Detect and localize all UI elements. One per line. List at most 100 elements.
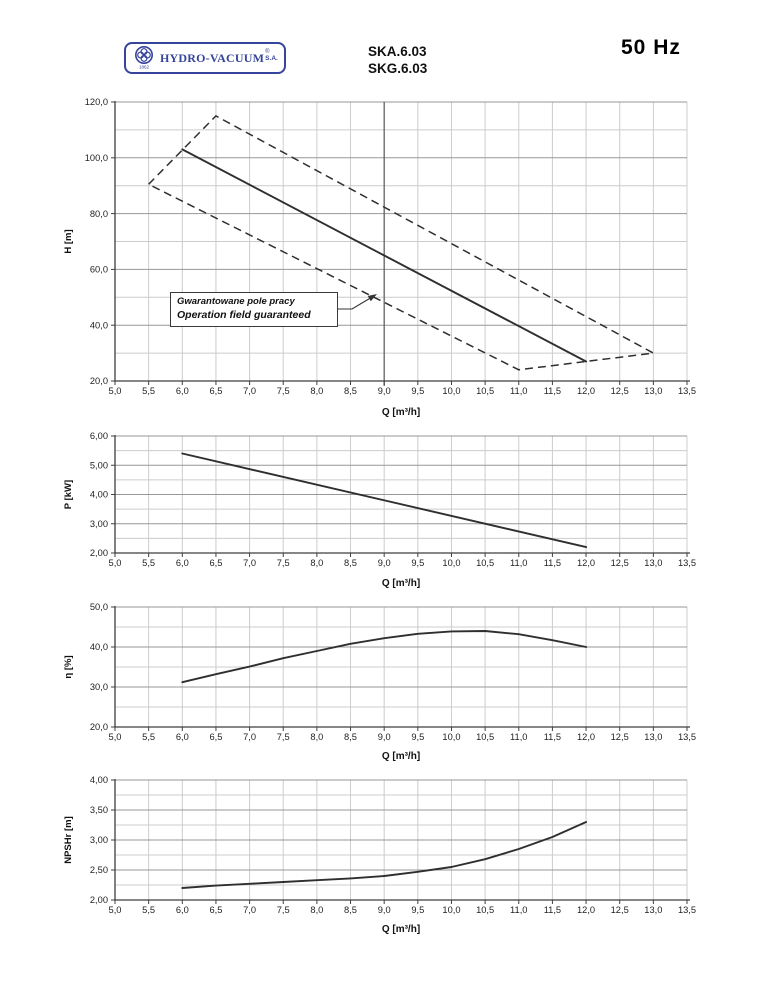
svg-text:10,5: 10,5: [476, 558, 494, 568]
svg-text:η [%]: η [%]: [63, 655, 74, 678]
efficiency-flow-chart: 5,0 5,5 6,0 6,5 7,0 7,5 8,0 8,5 9,0 9,5 10,0 10,5 11…: [63, 602, 696, 762]
svg-text:12,0: 12,0: [577, 558, 595, 568]
model-skg: SKG.6.03: [368, 61, 428, 76]
svg-text:7,5: 7,5: [277, 558, 290, 568]
svg-text:9,0: 9,0: [378, 558, 391, 568]
logo-suffix: S.A.: [265, 54, 278, 62]
svg-text:12,5: 12,5: [611, 905, 629, 915]
hydro-vacuum-logo: 1862 HYDRO-VACUUM ® S.A.: [124, 42, 286, 74]
svg-text:4,00: 4,00: [90, 775, 108, 785]
svg-text:10,0: 10,0: [442, 386, 460, 396]
svg-text:8,5: 8,5: [344, 386, 357, 396]
frequency-label: 50 Hz: [621, 36, 681, 59]
svg-text:10,5: 10,5: [476, 732, 494, 742]
annotation-text-pl: Gwarantowane pole pracy: [177, 296, 295, 307]
logo-year: 1862: [139, 65, 150, 70]
svg-text:12,0: 12,0: [577, 732, 595, 742]
hydro-vacuum-emblem-icon: 1862: [135, 46, 153, 70]
svg-text:5,5: 5,5: [142, 732, 155, 742]
svg-text:12,5: 12,5: [611, 732, 629, 742]
svg-text:13,5: 13,5: [678, 905, 696, 915]
svg-text:9,5: 9,5: [411, 558, 424, 568]
svg-text:13,5: 13,5: [678, 732, 696, 742]
svg-text:2,00: 2,00: [90, 895, 108, 905]
svg-text:2,50: 2,50: [90, 865, 108, 875]
svg-text:6,5: 6,5: [209, 386, 222, 396]
svg-text:8,5: 8,5: [344, 558, 357, 568]
svg-text:13,0: 13,0: [644, 558, 662, 568]
svg-text:11,5: 11,5: [544, 558, 561, 568]
svg-text:9,5: 9,5: [411, 732, 424, 742]
svg-text:9,0: 9,0: [378, 732, 391, 742]
svg-text:10,0: 10,0: [442, 905, 460, 915]
svg-text:11,5: 11,5: [544, 905, 561, 915]
svg-text:P [kW]: P [kW]: [63, 480, 74, 509]
svg-text:10,5: 10,5: [476, 386, 494, 396]
svg-text:9,0: 9,0: [378, 905, 391, 915]
svg-text:6,5: 6,5: [209, 732, 222, 742]
svg-text:6,00: 6,00: [90, 431, 108, 441]
svg-text:80,0: 80,0: [90, 209, 108, 219]
registered-mark-icon: ®: [265, 48, 270, 55]
svg-text:12,0: 12,0: [577, 905, 595, 915]
svg-text:9,5: 9,5: [411, 905, 424, 915]
operation-field-annotation: Gwarantowane pole pracy Operation field …: [170, 292, 338, 327]
svg-text:20,0: 20,0: [90, 376, 108, 386]
logo-marks: ® S.A.: [265, 49, 278, 62]
svg-text:9,0: 9,0: [378, 386, 391, 396]
svg-text:8,0: 8,0: [310, 386, 323, 396]
svg-text:12,0: 12,0: [577, 386, 595, 396]
svg-text:13,5: 13,5: [678, 558, 696, 568]
svg-text:7,0: 7,0: [243, 558, 256, 568]
svg-text:NPSHr [m]: NPSHr [m]: [63, 816, 74, 864]
svg-text:10,5: 10,5: [476, 905, 494, 915]
svg-text:13,0: 13,0: [644, 905, 662, 915]
svg-text:11,5: 11,5: [544, 732, 561, 742]
svg-text:7,5: 7,5: [277, 386, 290, 396]
svg-text:13,0: 13,0: [644, 386, 662, 396]
svg-text:40,0: 40,0: [90, 642, 108, 652]
svg-text:6,5: 6,5: [209, 905, 222, 915]
svg-text:10,0: 10,0: [442, 558, 460, 568]
svg-text:5,5: 5,5: [142, 386, 155, 396]
svg-text:7,0: 7,0: [243, 905, 256, 915]
svg-text:8,0: 8,0: [310, 558, 323, 568]
svg-text:13,5: 13,5: [678, 386, 696, 396]
svg-text:3,50: 3,50: [90, 805, 108, 815]
svg-text:11,0: 11,0: [510, 732, 527, 742]
logo-name: HYDRO-VACUUM: [160, 50, 265, 65]
svg-text:3,00: 3,00: [90, 519, 108, 529]
svg-text:7,0: 7,0: [243, 732, 256, 742]
svg-text:5,5: 5,5: [142, 905, 155, 915]
svg-text:5,5: 5,5: [142, 558, 155, 568]
svg-text:5,00: 5,00: [90, 460, 108, 470]
svg-text:120,0: 120,0: [85, 97, 108, 107]
svg-text:7,5: 7,5: [277, 732, 290, 742]
svg-text:6,5: 6,5: [209, 558, 222, 568]
svg-text:11,0: 11,0: [510, 558, 527, 568]
svg-text:11,0: 11,0: [510, 905, 527, 915]
svg-text:3,00: 3,00: [90, 835, 108, 845]
svg-text:7,5: 7,5: [277, 905, 290, 915]
head-flow-chart: 5,0 5,5 6,0 6,5 7,0 7,5 8,0 8,5 9,0 9,5 10,0 10,5 11…: [63, 97, 696, 418]
svg-text:40,0: 40,0: [90, 320, 108, 330]
svg-text:Q [m³/h]: Q [m³/h]: [382, 407, 420, 418]
svg-text:Q [m³/h]: Q [m³/h]: [382, 751, 420, 762]
svg-text:8,0: 8,0: [310, 905, 323, 915]
svg-text:5,0: 5,0: [109, 905, 122, 915]
svg-text:12,5: 12,5: [611, 386, 629, 396]
power-flow-chart: 5,0 5,5 6,0 6,5 7,0 7,5 8,0 8,5 9,0 9,5 10,0 10,5 11…: [63, 431, 696, 589]
svg-text:13,0: 13,0: [644, 732, 662, 742]
svg-text:6,0: 6,0: [176, 905, 189, 915]
annotation-text-en: Operation field guaranteed: [177, 308, 311, 321]
svg-text:50,0: 50,0: [90, 602, 108, 612]
svg-text:6,0: 6,0: [176, 732, 189, 742]
svg-text:30,0: 30,0: [90, 682, 108, 692]
svg-text:4,00: 4,00: [90, 490, 108, 500]
svg-text:11,0: 11,0: [510, 386, 527, 396]
svg-text:100,0: 100,0: [85, 153, 108, 163]
svg-text:10,0: 10,0: [442, 732, 460, 742]
svg-text:Q [m³/h]: Q [m³/h]: [382, 924, 420, 935]
